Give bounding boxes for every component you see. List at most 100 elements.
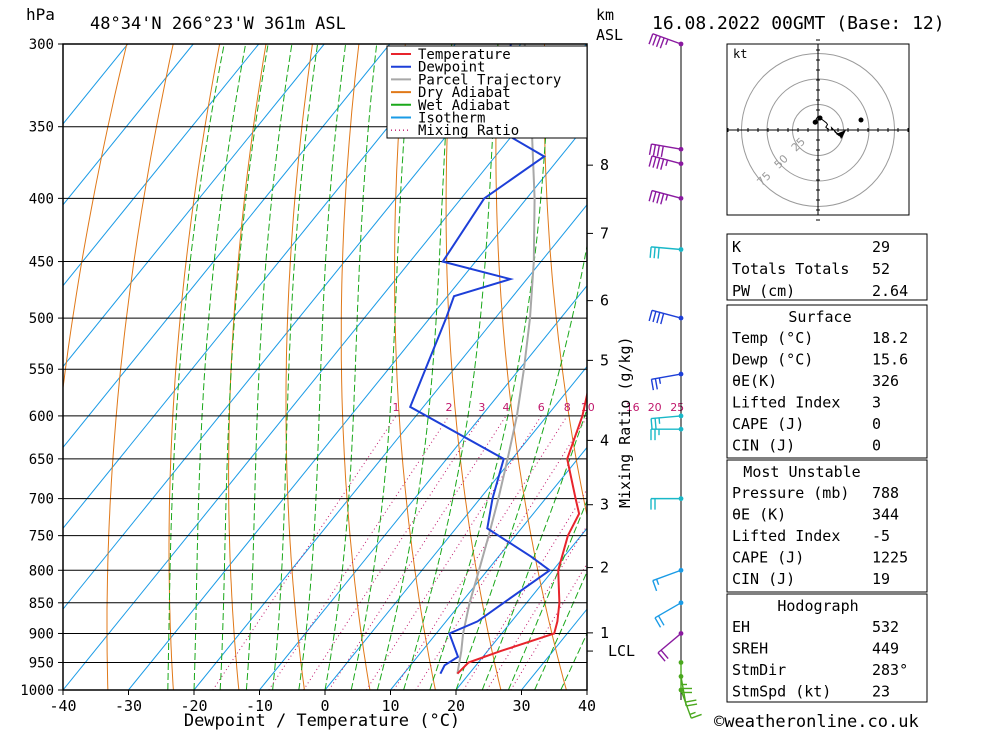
- sounding-profiles: [408, 44, 587, 675]
- hodograph-point: [858, 117, 864, 123]
- indices-panel: K 29 Totals Totals 52 PW (cm) 2.64 Surfa…: [726, 233, 928, 703]
- wind-barb-feather: [660, 193, 665, 205]
- wind-barb-shaft: [657, 632, 682, 654]
- legend-box: [386, 45, 588, 139]
- dry-adiabat-line: [63, 44, 128, 392]
- wind-barb-feather: [659, 37, 665, 49]
- wind-barb-feather: [656, 157, 661, 169]
- mixing-ratio-label: 4: [503, 401, 510, 414]
- table-row-label: StmSpd (kt): [732, 683, 831, 701]
- mixing-ratio-line: [303, 415, 483, 690]
- wind-barb-feather: [652, 34, 658, 46]
- table-row-value: 23: [872, 683, 890, 701]
- wind-barb-half-feather: [665, 159, 669, 167]
- wind-barb-feather: [656, 192, 661, 204]
- pw-label: PW (cm): [732, 282, 795, 300]
- mixing-ratio-line: [415, 416, 587, 690]
- altitude-tick-label: 1: [600, 624, 609, 642]
- mixing-ratio-label: 6: [538, 401, 545, 414]
- mixing-ratio-labels: 1 2 3 4 6 8 10 16 20 25: [393, 401, 685, 414]
- km-unit-label: km: [596, 6, 614, 24]
- isotherm-line: [259, 284, 587, 690]
- pressure-tick-label: 650: [29, 452, 54, 468]
- table-row-value: 532: [872, 618, 899, 636]
- wind-barb-shaft: [680, 689, 692, 719]
- profile-temperature: [456, 390, 587, 675]
- credit-link[interactable]: ©weatheronline.co.uk: [714, 712, 919, 732]
- wind-barb-shaft: [651, 246, 682, 251]
- wind-barb: [678, 687, 702, 719]
- isotherm-line: [390, 446, 587, 690]
- wet-adiabat-line: [219, 44, 269, 690]
- wind-barb-half-feather: [665, 194, 669, 201]
- pressure-tick-label: 750: [29, 529, 54, 545]
- table-row-value: 19: [872, 570, 890, 588]
- surface-rows: Temp (°C) 18.2 Dewp (°C) 15.6 θE(K) 326 Lifted…: [732, 329, 908, 455]
- pressure-tick-label: 900: [29, 626, 54, 642]
- legend-label: Parcel Trajectory: [418, 72, 561, 88]
- dry-adiabat-line: [285, 44, 313, 690]
- wind-barb-dot: [678, 161, 684, 167]
- temperature-tick-label: 10: [381, 697, 399, 715]
- wind-barb: [648, 189, 684, 205]
- isotherm-line: [455, 527, 587, 690]
- surface-table: [726, 304, 928, 459]
- table-row-value: 788: [872, 484, 899, 502]
- table-row-label: SREH: [732, 640, 768, 658]
- wind-barb-feather: [648, 33, 654, 45]
- mixing-ratio-line: [328, 415, 507, 690]
- wind-barb-feather: [660, 145, 664, 158]
- wind-barb-feather: [648, 155, 653, 167]
- pressure-tick-label: 850: [29, 596, 54, 612]
- wind-barb-half-feather: [689, 711, 696, 716]
- dry-adiabat-line: [962, 44, 1000, 690]
- wind-barb: [654, 600, 684, 628]
- table-row-value: 326: [872, 372, 899, 390]
- wind-barb: [650, 496, 684, 510]
- legend-label: Mixing Ratio: [418, 123, 519, 139]
- wind-barb: [650, 371, 684, 391]
- altitude-tick-label: 4: [600, 431, 609, 449]
- wind-barb-shaft: [651, 143, 682, 150]
- hodograph-unit-label: kt: [733, 47, 747, 61]
- wind-barb-feather: [686, 703, 698, 707]
- wind-barb-feather: [660, 649, 669, 660]
- wind-barb-feather: [685, 699, 697, 703]
- wind-barb-shaft: [652, 33, 682, 45]
- isotherm-line: [63, 44, 260, 287]
- most-unstable-title: Most Unstable: [743, 463, 860, 481]
- temperature-axis: -40 -30 -20 -10 0 10 20 30 40: [49, 690, 596, 715]
- table-row-label: StmDir: [732, 661, 786, 679]
- wet-adiabat-line: [507, 499, 587, 690]
- wind-barb-shaft: [651, 189, 682, 200]
- wind-barb-half-feather: [665, 38, 669, 46]
- mixing-ratio-label: 8: [564, 401, 571, 414]
- pressure-tick-label: 600: [29, 409, 54, 425]
- wind-barb-shaft: [651, 415, 682, 420]
- wind-barb-feather: [654, 617, 662, 628]
- table-row-label: Pressure (mb): [732, 484, 849, 502]
- wind-barb-feather: [660, 313, 665, 325]
- most-unstable-table: [726, 459, 928, 593]
- dry-adiabat-line: [168, 44, 221, 690]
- wind-barb-feather: [657, 247, 660, 259]
- mixing-ratio-label: 25: [670, 401, 684, 414]
- table-row-label: CAPE (J): [732, 549, 804, 567]
- table-row-value: 18.2: [872, 329, 908, 347]
- pressure-axis: 300 350 400 450 500 550 600 650 700 750 800 850 900 9…: [20, 37, 63, 699]
- dry-adiabat-line: [495, 44, 567, 690]
- wind-barb-feather: [656, 145, 661, 157]
- asl-unit-label: ASL: [596, 26, 623, 44]
- wet-adiabat-line: [481, 407, 587, 690]
- datetime-title: 16.08.2022 00GMT (Base: 12): [652, 13, 945, 34]
- wind-barb-feather: [652, 144, 657, 156]
- table-row-value: 0: [872, 437, 881, 455]
- table-row-label: CIN (J): [732, 437, 795, 455]
- dry-adiabat-line: [445, 44, 502, 690]
- legend-label: Wet Adiabat: [418, 98, 511, 114]
- wind-barb-half-feather: [658, 417, 661, 424]
- mixing-ratio-label: 20: [648, 401, 662, 414]
- table-row-value: -5: [872, 527, 890, 545]
